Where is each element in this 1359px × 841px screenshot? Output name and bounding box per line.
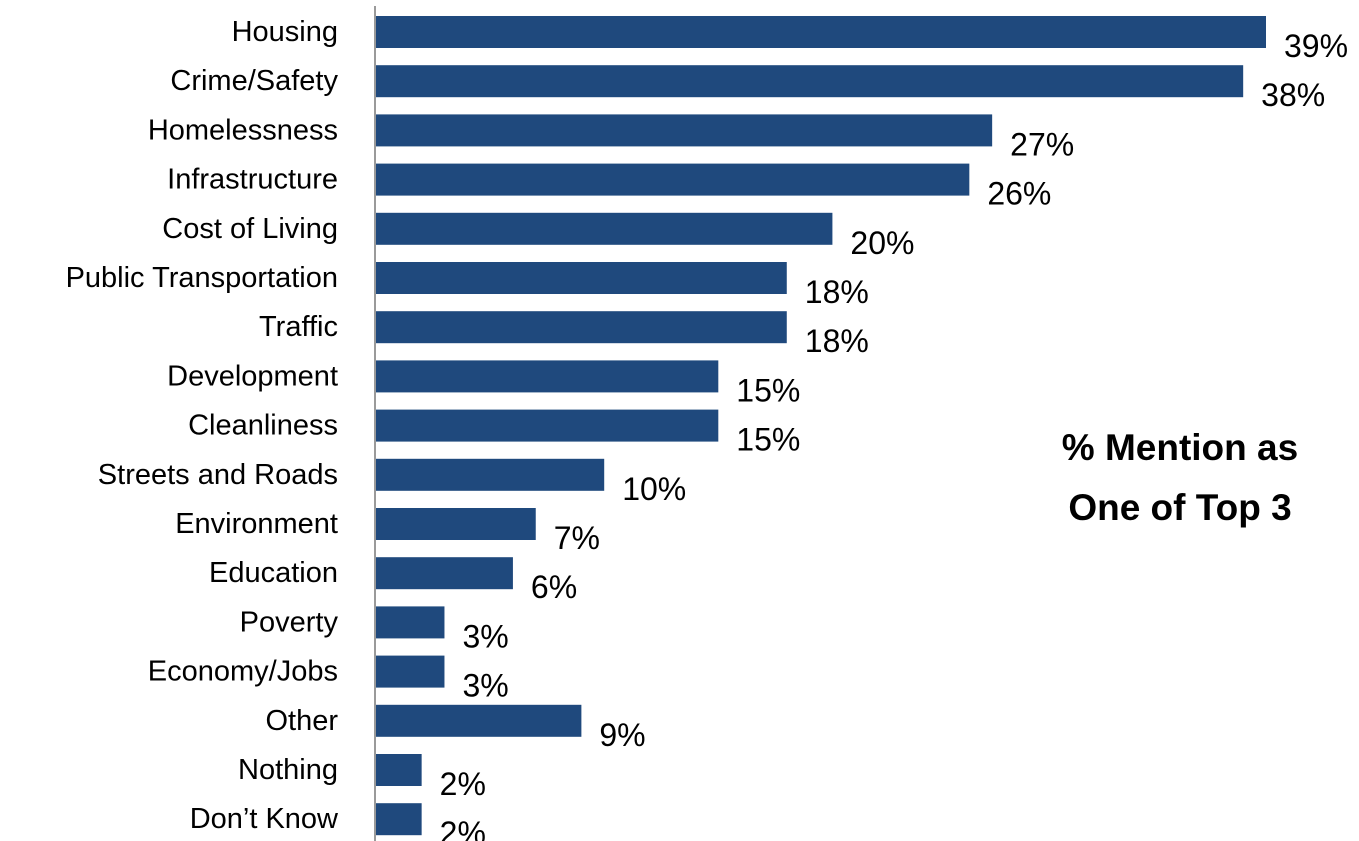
bar-other	[376, 704, 582, 737]
category-label-public-transportation: Public Transportation	[66, 262, 338, 294]
annotation-line-2: One of Top 3	[1068, 487, 1292, 528]
data-labels: 39%38%27%26%20%18%18%15%15%10%7%6%3%3%9%…	[440, 28, 1348, 841]
category-label-education: Education	[209, 557, 338, 589]
bars	[376, 16, 1266, 836]
bar-cleanliness	[376, 409, 719, 442]
data-label-public-transportation: 18%	[805, 274, 869, 310]
category-label-crime-safety: Crime/Safety	[170, 65, 338, 97]
data-label-infrastructure: 26%	[987, 176, 1051, 212]
annotation-line-1: % Mention as	[1061, 427, 1299, 468]
data-label-don-t-know: 2%	[440, 815, 486, 841]
data-label-economy-jobs: 3%	[462, 668, 508, 704]
data-label-housing: 39%	[1284, 28, 1348, 64]
category-label-economy-jobs: Economy/Jobs	[148, 656, 338, 688]
category-label-housing: Housing	[232, 16, 338, 48]
bar-economy-jobs	[376, 655, 445, 688]
bar-cost-of-living	[376, 212, 833, 245]
category-labels: Housing Crime/Safety Homelessness Infrastru…	[66, 16, 339, 835]
category-label-homelessness: Homelessness	[148, 114, 338, 146]
chart-annotation: % Mention as One of Top 3	[1010, 418, 1350, 538]
data-label-education: 6%	[531, 569, 577, 605]
bar-environment	[376, 508, 536, 540]
data-label-development: 15%	[736, 372, 800, 408]
category-label-other: Other	[265, 705, 338, 737]
category-label-cleanliness: Cleanliness	[188, 410, 338, 442]
bar-development	[376, 360, 719, 393]
data-label-poverty: 3%	[462, 618, 508, 654]
category-label-don-t-know: Don’t Know	[190, 803, 339, 835]
category-label-streets-and-roads: Streets and Roads	[98, 459, 338, 491]
bar-crime-safety	[376, 65, 1244, 98]
data-label-cleanliness: 15%	[736, 422, 800, 458]
bar-streets-and-roads	[376, 458, 605, 491]
bar-nothing	[376, 754, 422, 786]
data-label-cost-of-living: 20%	[850, 225, 914, 261]
category-label-development: Development	[167, 360, 338, 392]
bar-education	[376, 557, 513, 590]
data-label-traffic: 18%	[805, 323, 869, 359]
data-label-nothing: 2%	[440, 766, 486, 802]
bar-public-transportation	[376, 262, 787, 294]
category-label-infrastructure: Infrastructure	[167, 164, 338, 196]
data-label-streets-and-roads: 10%	[622, 471, 686, 507]
bar-homelessness	[376, 114, 993, 147]
category-label-nothing: Nothing	[238, 754, 338, 786]
data-label-crime-safety: 38%	[1261, 77, 1325, 113]
category-label-poverty: Poverty	[240, 606, 339, 638]
bar-housing	[376, 16, 1266, 48]
category-label-cost-of-living: Cost of Living	[162, 213, 338, 245]
bar-traffic	[376, 311, 787, 344]
bar-don-t-know	[376, 803, 422, 836]
bar-poverty	[376, 606, 445, 639]
bar-infrastructure	[376, 163, 970, 196]
data-label-other: 9%	[599, 717, 645, 753]
category-label-traffic: Traffic	[259, 311, 338, 343]
category-label-environment: Environment	[175, 508, 338, 540]
data-label-environment: 7%	[554, 520, 600, 556]
data-label-homelessness: 27%	[1010, 126, 1074, 162]
